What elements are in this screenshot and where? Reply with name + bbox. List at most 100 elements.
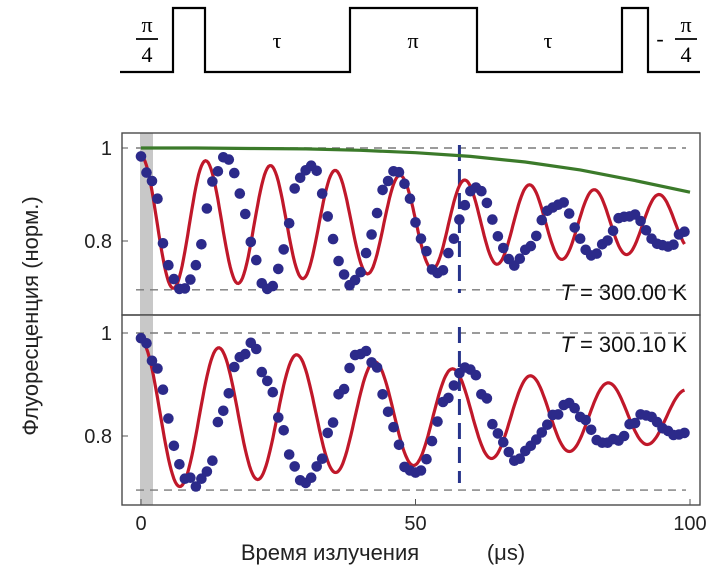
data-point [459, 199, 471, 211]
data-point [316, 453, 328, 465]
pulse-tau2-label: τ [544, 28, 553, 53]
data-point [146, 355, 158, 367]
data-point [432, 416, 443, 427]
plot-panels: 1 0.8 T = 300.00 K 1 0.8 T = 300.10 K [84, 132, 701, 506]
data-point [635, 215, 646, 227]
data-point [229, 167, 240, 179]
pulse-pi-label: π [407, 28, 418, 53]
data-point [262, 375, 273, 387]
data-point [344, 362, 355, 374]
data-point [273, 263, 284, 275]
data-point [481, 393, 493, 404]
data-point [338, 383, 350, 395]
data-point [574, 233, 586, 244]
data-point [168, 440, 180, 452]
data-point [190, 481, 202, 492]
pulse-sequence: π 4 τ π τ - π 4 [120, 6, 700, 74]
data-point [218, 405, 229, 417]
x-axis-unit: (μs) [487, 540, 525, 565]
data-point [256, 366, 268, 378]
data-point [371, 362, 383, 373]
data-point [640, 225, 652, 236]
x-tick-label: 50 [404, 513, 426, 535]
data-point [415, 465, 427, 476]
y-tick-label: 1 [101, 323, 112, 345]
data-point [580, 414, 591, 426]
data-point [377, 389, 388, 400]
y-tick-label: 0.8 [84, 426, 112, 448]
data-point [141, 338, 152, 349]
pulse-first-num: π [141, 12, 152, 37]
data-point [679, 427, 690, 439]
data-point [481, 197, 493, 209]
temperature-annotation: T = 300.10 K [560, 332, 687, 357]
x-tick-labels: 0 50 100 [135, 499, 707, 535]
y-axis-label: Флуоресценция (норм.) [18, 196, 43, 435]
data-point [415, 233, 427, 244]
data-point [382, 406, 394, 418]
panel-2: 1 0.8 T = 300.10 K [84, 314, 701, 506]
data-point [399, 178, 410, 190]
data-point [135, 151, 147, 162]
panel-1: 1 0.8 T = 300.00 K [84, 132, 701, 316]
data-point [245, 236, 257, 248]
pulse-first-den: 4 [142, 42, 153, 67]
data-point [360, 345, 372, 357]
data-point [289, 183, 301, 194]
data-point [393, 166, 405, 178]
data-point [531, 434, 542, 445]
data-point [487, 214, 498, 225]
data-point [366, 229, 377, 240]
data-point [267, 280, 279, 292]
data-point [157, 384, 169, 396]
data-point [542, 419, 553, 431]
data-point [492, 428, 504, 439]
data-point [201, 203, 213, 214]
data-point [388, 421, 399, 433]
data-point [267, 386, 279, 398]
x-axis-label: Время излучения [241, 540, 419, 565]
data-point [289, 461, 301, 472]
pulse-last-sign: - [656, 26, 663, 51]
data-point [234, 188, 246, 199]
data-point [190, 259, 202, 271]
data-point [470, 369, 482, 381]
data-point [207, 455, 218, 467]
data-point [283, 218, 295, 229]
data-point [146, 175, 158, 187]
data-point [536, 214, 548, 226]
data-point [558, 197, 569, 208]
data-point [410, 217, 421, 228]
data-point [179, 283, 191, 294]
data-point [185, 472, 196, 484]
data-point [443, 247, 454, 259]
data-point [141, 167, 152, 178]
coherence-envelope-line [141, 146, 691, 194]
data-point [618, 430, 630, 442]
pulse-last-den: 4 [681, 42, 692, 67]
data-point [426, 435, 438, 447]
data-point [327, 417, 339, 428]
data-point [223, 388, 235, 399]
data-point [327, 233, 339, 245]
x-axis-label-group: Время излучения (μs) [241, 540, 525, 565]
data-point [371, 207, 383, 219]
data-point [223, 154, 235, 165]
data-point [569, 222, 580, 233]
data-point [525, 240, 537, 252]
x-tick-label: 100 [673, 513, 706, 535]
data-point [174, 459, 185, 470]
data-point [602, 235, 613, 246]
data-point [163, 413, 174, 424]
x-tick-label: 0 [135, 513, 146, 535]
data-point [278, 244, 290, 255]
pulse-last-num: π [680, 12, 691, 37]
data-point [196, 473, 207, 485]
data-point [311, 461, 323, 472]
data-point [404, 193, 416, 204]
data-point [322, 427, 334, 439]
temperature-annotation: T = 300.00 K [560, 280, 687, 305]
data-point [212, 416, 224, 428]
data-point [163, 259, 174, 271]
